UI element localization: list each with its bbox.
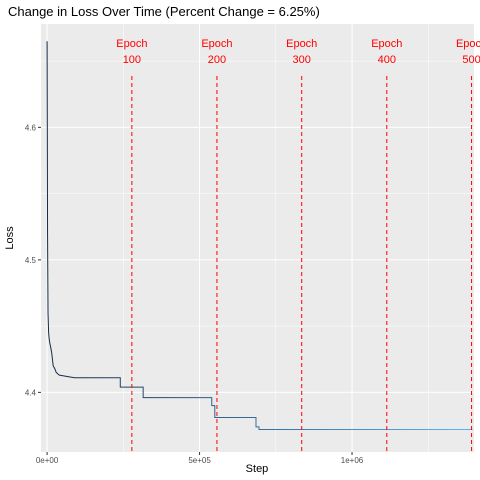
loss-series-line — [46, 41, 473, 430]
minor-gridlines — [41, 24, 474, 452]
x-tick-label: 0e+00 — [36, 456, 59, 465]
epoch-markers: Epoch 100 Epoch 200 Epoch 300 Epoch 400 Epoch 500 — [116, 38, 480, 452]
y-axis-ticks: 4.4 4.5 4.6 — [25, 123, 41, 397]
chart-title: Change in Loss Over Time (Percent Change… — [8, 4, 320, 19]
epoch-marker-number: 100 — [123, 54, 141, 66]
y-tick-label: 4.4 — [25, 388, 37, 397]
epoch-marker-label: Epoch — [116, 38, 147, 50]
x-tick-label: 5e+05 — [188, 456, 211, 465]
x-tick-label: 1e+06 — [341, 456, 364, 465]
epoch-marker-label: Epoch — [286, 38, 317, 50]
epoch-marker-label: Epoch — [456, 38, 480, 50]
x-axis-ticks: 0e+00 5e+05 1e+06 — [36, 452, 364, 465]
epoch-marker-number: 500 — [462, 54, 480, 66]
epoch-marker-label: Epoch — [371, 38, 402, 50]
y-tick-label: 4.6 — [25, 123, 37, 132]
epoch-marker-number: 200 — [208, 54, 226, 66]
y-axis-title: Loss — [4, 226, 16, 250]
epoch-marker-label: Epoch — [201, 38, 232, 50]
x-axis-title: Step — [246, 463, 269, 475]
y-tick-label: 4.5 — [25, 256, 37, 265]
epoch-marker-number: 400 — [378, 54, 396, 66]
plot-panel — [41, 24, 474, 452]
epoch-marker-number: 300 — [293, 54, 311, 66]
